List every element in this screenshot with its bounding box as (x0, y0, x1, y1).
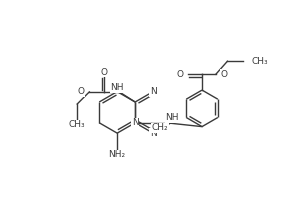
Text: CH₃: CH₃ (251, 57, 268, 66)
Text: N: N (150, 129, 157, 138)
Text: N: N (150, 87, 157, 96)
Text: O: O (101, 67, 108, 76)
Text: CH₂: CH₂ (152, 124, 168, 132)
Text: N: N (132, 118, 138, 127)
Text: NH: NH (110, 83, 124, 92)
Text: O: O (77, 87, 84, 96)
Text: NH: NH (166, 113, 179, 122)
Text: O: O (221, 70, 228, 79)
Text: NH₂: NH₂ (109, 150, 126, 159)
Text: CH₃: CH₃ (69, 120, 86, 129)
Text: O: O (176, 70, 183, 79)
